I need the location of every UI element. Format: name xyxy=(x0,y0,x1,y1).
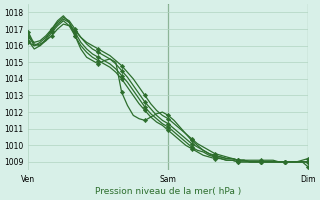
X-axis label: Pression niveau de la mer( hPa ): Pression niveau de la mer( hPa ) xyxy=(95,187,241,196)
